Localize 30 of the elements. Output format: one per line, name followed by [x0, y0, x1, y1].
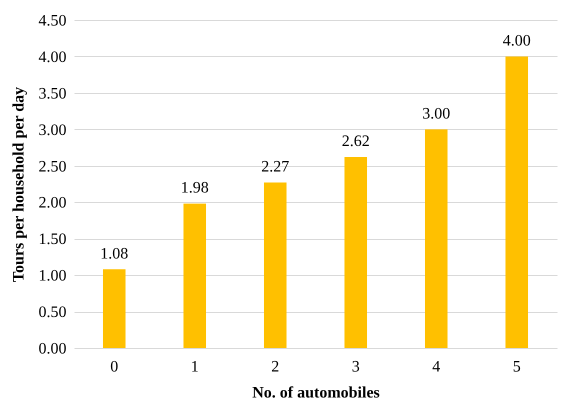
x-tick-label: 3 [352, 358, 360, 376]
bar [424, 129, 448, 348]
x-tick-label: 4 [432, 358, 440, 376]
x-tick-label: 2 [271, 358, 280, 376]
data-label: 4.00 [502, 32, 531, 50]
y-tick-label: 2.50 [38, 158, 66, 176]
y-tick-label: 0.00 [38, 340, 66, 358]
data-label: 2.27 [261, 158, 290, 176]
y-tick-label: 1.00 [38, 268, 66, 285]
y-tick-label: 1.50 [38, 231, 66, 248]
data-label: 2.62 [342, 133, 370, 150]
x-tick-label: 1 [190, 358, 199, 376]
bar [102, 269, 126, 348]
y-tick-label: 0.50 [38, 304, 66, 322]
data-label: 1.08 [100, 245, 128, 262]
bar [264, 182, 287, 348]
y-tick-label: 3.00 [38, 122, 66, 139]
bar [344, 157, 368, 348]
bar [505, 56, 528, 348]
x-tick-label: 5 [512, 358, 521, 376]
y-axis-title: Tours per household per day [10, 86, 28, 282]
y-tick-label: 4.50 [38, 12, 66, 30]
y-tick-label: 2.00 [38, 194, 66, 212]
data-label: 1.98 [180, 180, 209, 197]
y-tick-label: 4.00 [38, 48, 66, 66]
data-label: 3.00 [422, 105, 450, 122]
x-axis-title: No. of automobiles [252, 384, 380, 402]
x-tick-label: 0 [110, 358, 118, 376]
bar [183, 204, 206, 348]
y-tick-label: 3.50 [38, 85, 66, 102]
